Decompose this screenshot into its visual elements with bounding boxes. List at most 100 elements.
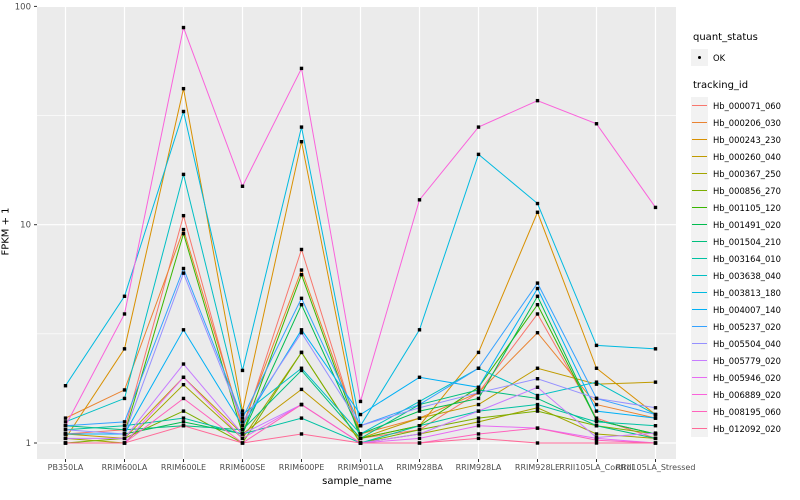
data-point bbox=[535, 406, 540, 410]
data-point bbox=[299, 66, 304, 71]
legend-item-tracking-id: Hb_003638_040 bbox=[691, 267, 799, 284]
data-point bbox=[63, 428, 68, 432]
data-point bbox=[535, 441, 540, 445]
data-point bbox=[181, 416, 186, 420]
legend-key bbox=[691, 386, 708, 403]
legend-key bbox=[691, 403, 708, 420]
x-tick-label: RRII105LA_Control bbox=[559, 463, 633, 472]
data-point bbox=[535, 426, 540, 430]
legend-line-swatch bbox=[692, 292, 707, 294]
legend-item-label: Hb_000206_030 bbox=[713, 117, 781, 128]
data-point bbox=[358, 424, 363, 428]
data-point bbox=[181, 409, 186, 413]
x-tick-label: RRIM600SE bbox=[220, 463, 266, 472]
data-point bbox=[240, 432, 245, 436]
legend-item-tracking-id: Hb_005237_020 bbox=[691, 318, 799, 335]
data-point bbox=[476, 388, 481, 392]
legend-item-tracking-id: Hb_006889_020 bbox=[691, 386, 799, 403]
data-point bbox=[181, 227, 186, 232]
legend-key bbox=[691, 369, 708, 386]
legend-item-label: Hb_005946_020 bbox=[713, 372, 781, 383]
legend-item-tracking-id: Hb_001491_020 bbox=[691, 216, 799, 233]
data-point bbox=[240, 409, 245, 413]
data-point bbox=[476, 436, 481, 441]
legend-item-tracking-id: Hb_000260_040 bbox=[691, 148, 799, 165]
data-point bbox=[122, 428, 127, 432]
legend-title-quant-status: quant_status bbox=[693, 32, 758, 43]
data-point bbox=[299, 368, 304, 373]
legend-item-tracking-id: Hb_004007_140 bbox=[691, 301, 799, 318]
data-point bbox=[299, 303, 304, 307]
legend-item-label: Hb_001504_210 bbox=[713, 236, 781, 247]
legend-item-tracking-id: Hb_000206_030 bbox=[691, 114, 799, 131]
data-point bbox=[476, 366, 481, 370]
data-point bbox=[63, 416, 68, 420]
data-point bbox=[594, 409, 599, 413]
data-point bbox=[594, 420, 599, 424]
data-point bbox=[181, 424, 186, 428]
data-point bbox=[181, 266, 186, 271]
legend-line-swatch bbox=[692, 241, 707, 243]
legend-item-label: Hb_001491_020 bbox=[713, 219, 781, 230]
data-point bbox=[476, 424, 481, 428]
data-point bbox=[594, 436, 599, 441]
legend-item-tracking-id: Hb_003813_180 bbox=[691, 284, 799, 301]
legend-key bbox=[691, 420, 708, 437]
legend-key bbox=[691, 233, 708, 250]
data-point bbox=[358, 436, 363, 441]
data-point bbox=[240, 412, 245, 417]
data-point bbox=[299, 402, 304, 407]
data-point bbox=[535, 409, 540, 413]
y-tick-label: 100 bbox=[15, 2, 31, 12]
legend-key bbox=[691, 165, 708, 182]
data-point bbox=[535, 312, 540, 316]
data-point bbox=[535, 396, 540, 401]
legend-key bbox=[691, 182, 708, 199]
x-tick-label: RRII105LA_Stressed bbox=[616, 463, 696, 472]
x-tick-label: RRIM600LE bbox=[161, 463, 206, 472]
legend-item-tracking-id: Hb_001105_120 bbox=[691, 199, 799, 216]
data-point bbox=[63, 441, 68, 445]
legend-key bbox=[691, 301, 708, 318]
data-point bbox=[476, 390, 481, 395]
legend-item-quant-status: OK bbox=[691, 49, 799, 66]
legend-item-label: Hb_005237_020 bbox=[713, 321, 781, 332]
legend-item-tracking-id: Hb_005779_020 bbox=[691, 352, 799, 369]
legend-line-swatch bbox=[692, 343, 707, 345]
data-point bbox=[358, 432, 363, 436]
data-point bbox=[653, 380, 658, 384]
data-point bbox=[299, 331, 304, 335]
data-point bbox=[535, 393, 540, 398]
legend-key bbox=[691, 216, 708, 233]
data-point bbox=[653, 205, 658, 210]
legend-key bbox=[691, 49, 708, 66]
data-point bbox=[240, 424, 245, 428]
legend-line-swatch bbox=[692, 394, 707, 396]
data-point bbox=[122, 396, 127, 401]
legend-item-tracking-id: Hb_000367_250 bbox=[691, 165, 799, 182]
data-point bbox=[594, 343, 599, 348]
data-point bbox=[122, 420, 127, 424]
legend-key bbox=[691, 284, 708, 301]
data-point bbox=[594, 424, 599, 428]
data-point bbox=[594, 402, 599, 407]
data-point bbox=[535, 294, 540, 298]
data-point bbox=[417, 198, 422, 202]
data-point bbox=[535, 303, 540, 307]
data-point bbox=[535, 377, 540, 381]
legend-line-swatch bbox=[692, 122, 707, 124]
legend-key bbox=[691, 199, 708, 216]
legend-item-label: Hb_012092_020 bbox=[713, 423, 781, 434]
data-point bbox=[181, 382, 186, 387]
x-tick-label: RRIM901LA bbox=[338, 463, 384, 472]
data-point bbox=[476, 420, 481, 424]
data-point bbox=[594, 441, 599, 445]
x-tick-label: RRIM928LA bbox=[456, 463, 502, 472]
data-point bbox=[181, 271, 186, 275]
legend-line-swatch bbox=[692, 190, 707, 192]
legend-item-tracking-id: Hb_005946_020 bbox=[691, 369, 799, 386]
legend-item-label: Hb_006889_020 bbox=[713, 389, 781, 400]
data-point bbox=[181, 86, 186, 91]
data-point bbox=[417, 428, 422, 432]
